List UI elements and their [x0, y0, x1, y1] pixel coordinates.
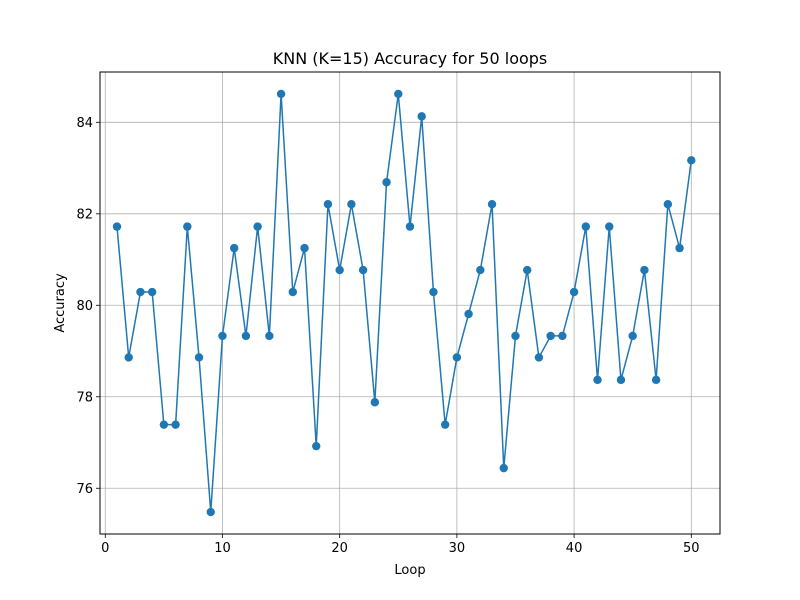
- x-axis-label: Loop: [394, 563, 425, 578]
- data-point: [265, 331, 274, 341]
- data-point: [452, 353, 462, 362]
- y-tick-label: 80: [76, 299, 93, 314]
- data-point: [405, 222, 415, 231]
- data-point: [605, 222, 614, 231]
- data-point: [288, 287, 297, 297]
- plot-background: [100, 72, 720, 534]
- data-point: [323, 199, 333, 209]
- data-point: [241, 331, 251, 341]
- data-point: [499, 463, 508, 473]
- data-point: [194, 353, 204, 362]
- data-point: [534, 353, 544, 362]
- data-point: [417, 112, 426, 121]
- x-tick-label: 40: [566, 541, 583, 556]
- data-point: [370, 398, 380, 407]
- x-gridlines: [104, 72, 692, 534]
- x-tick-label: 0: [101, 541, 109, 556]
- data-point: [569, 287, 579, 297]
- data-point: [651, 375, 661, 385]
- series-line: [116, 93, 693, 513]
- accuracy-series: [112, 89, 696, 517]
- data-point: [253, 222, 262, 231]
- data-point: [159, 420, 169, 429]
- y-axis-ticks: 76 78 80 82 84: [76, 116, 100, 497]
- data-point: [300, 243, 309, 253]
- data-point: [523, 265, 532, 275]
- y-tick-label: 78: [76, 390, 93, 405]
- y-tick-label: 82: [76, 207, 93, 222]
- data-point: [593, 375, 602, 385]
- data-point: [511, 331, 520, 341]
- x-tick-label: 50: [683, 541, 700, 556]
- data-point: [640, 265, 649, 275]
- chart-title: KNN (K=15) Accuracy for 50 loops: [273, 49, 548, 68]
- data-point: [335, 265, 344, 275]
- data-point: [464, 309, 473, 319]
- data-point: [218, 331, 227, 341]
- data-point: [358, 265, 368, 275]
- x-tick-label: 20: [331, 541, 348, 556]
- data-point: [687, 156, 696, 165]
- data-point: [394, 89, 403, 99]
- data-point: [124, 353, 133, 362]
- data-point: [147, 287, 157, 297]
- data-point: [206, 507, 215, 517]
- data-point: [171, 420, 180, 429]
- data-point: [663, 199, 673, 209]
- data-point: [581, 222, 591, 231]
- data-point: [183, 222, 192, 231]
- plot-frame: [99, 71, 721, 535]
- x-tick-label: 10: [214, 541, 231, 556]
- data-point: [276, 89, 286, 99]
- y-gridlines: [100, 121, 720, 489]
- data-point: [112, 222, 122, 231]
- y-axis-label: Accuracy: [53, 273, 68, 333]
- data-point: [546, 331, 555, 341]
- data-point: [628, 331, 637, 341]
- data-point: [382, 178, 391, 187]
- data-point: [616, 375, 626, 385]
- data-point: [429, 287, 438, 297]
- y-tick-label: 76: [76, 482, 93, 497]
- x-tick-label: 30: [449, 541, 466, 556]
- data-point: [476, 265, 485, 275]
- data-point: [675, 243, 684, 253]
- data-point: [312, 441, 321, 451]
- x-axis-ticks: 0 10 20 30 40 50: [101, 534, 700, 556]
- data-point: [487, 199, 497, 209]
- data-point: [558, 331, 567, 341]
- data-point: [347, 199, 356, 209]
- data-point: [229, 243, 239, 253]
- data-point: [136, 287, 145, 297]
- data-point: [440, 420, 450, 429]
- y-tick-label: 84: [76, 116, 93, 131]
